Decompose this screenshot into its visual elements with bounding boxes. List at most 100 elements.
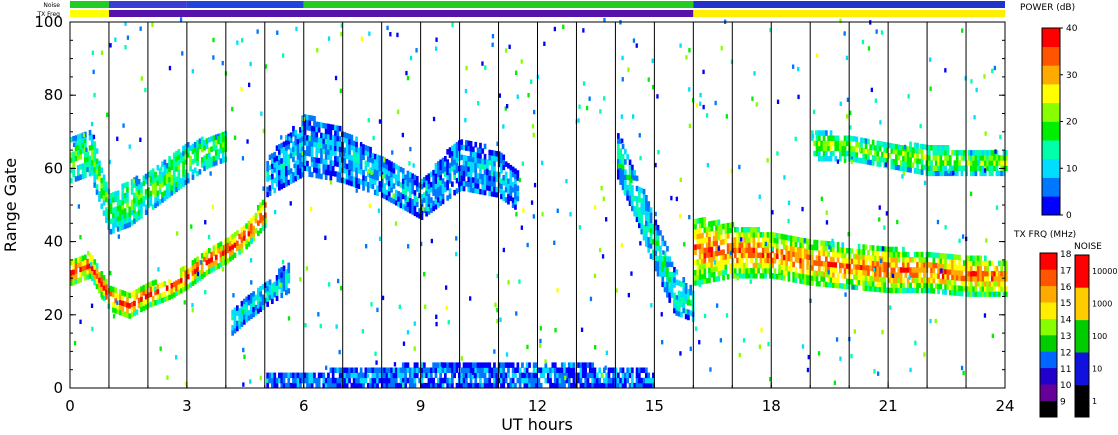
echo-cell: [632, 114, 635, 119]
echo-cell: [268, 190, 272, 196]
echo-cell: [579, 377, 583, 384]
echo-cell: [460, 377, 464, 384]
echo-cell: [972, 270, 975, 277]
echo-cell: [219, 251, 223, 258]
echo-cell: [864, 158, 868, 165]
echo-cell: [666, 271, 669, 278]
echo-cell: [98, 170, 101, 177]
echo-cell: [981, 291, 985, 297]
echo-cell: [617, 174, 620, 180]
echo-cell: [252, 306, 255, 313]
echo-cell: [941, 268, 945, 275]
echo-cell: [142, 290, 146, 296]
echo-cell: [172, 152, 176, 159]
echo-cell: [855, 141, 859, 148]
echo-cell: [850, 248, 854, 254]
echo-cell: [462, 372, 466, 379]
echo-cell: [591, 367, 594, 373]
echo-cell: [102, 285, 106, 291]
echo-cell: [137, 199, 141, 205]
echo-cell: [621, 184, 625, 191]
echo-cell: [694, 249, 697, 255]
echo-cell: [355, 177, 358, 183]
echo-cell: [232, 293, 235, 298]
echo-cell: [154, 279, 157, 285]
echo-cell: [729, 253, 732, 259]
echo-cell: [504, 187, 508, 193]
echo-cell: [993, 155, 996, 161]
echo-cell: [320, 137, 323, 144]
echo-cell: [612, 372, 615, 379]
echo-cell: [462, 155, 466, 161]
echo-cell: [137, 194, 141, 200]
echo-cell: [472, 362, 475, 368]
echo-cell: [109, 208, 113, 214]
echo-cell: [862, 244, 866, 250]
echo-cell: [836, 241, 840, 248]
echo-cell: [892, 246, 896, 253]
echo-cell: [280, 142, 284, 149]
echo-cell: [380, 156, 384, 162]
echo-cell: [965, 165, 968, 171]
echo-cell: [738, 232, 742, 238]
echo-cell: [659, 245, 662, 252]
echo-cell: [525, 377, 529, 384]
echo-cell: [217, 138, 220, 145]
echo-cell: [84, 259, 87, 266]
echo-cell: [726, 274, 730, 280]
echo-cell: [98, 160, 101, 166]
echo-cell: [946, 269, 950, 275]
echo-cell: [371, 367, 375, 373]
echo-cell: [172, 292, 176, 298]
y-tick-label: 40: [44, 233, 63, 251]
echo-cell: [161, 192, 164, 198]
echo-cell: [451, 367, 454, 373]
echo-cell: [257, 303, 260, 309]
echo-cell: [355, 141, 358, 148]
echo-cell: [445, 305, 448, 311]
echo-cell: [172, 281, 176, 288]
echo-cell: [378, 367, 382, 373]
echo-cell: [221, 157, 225, 163]
echo-cell: [327, 382, 330, 389]
echo-cell: [331, 382, 335, 389]
echo-cell: [607, 372, 611, 379]
echo-cell: [654, 245, 658, 251]
echo-cell: [941, 145, 945, 151]
echo-cell: [79, 143, 82, 150]
echo-cell: [895, 262, 898, 268]
echo-cell: [221, 255, 225, 261]
echo-cell: [724, 269, 728, 275]
power-scale-title: POWER (dB): [1020, 3, 1075, 13]
echo-cell: [437, 176, 440, 183]
echo-cell: [558, 372, 562, 379]
echo-cell: [432, 175, 435, 181]
echo-cell: [967, 265, 971, 272]
echo-cell: [736, 273, 739, 279]
echo-cell: [937, 263, 940, 269]
echo-cell: [806, 264, 809, 270]
echo-cell: [112, 212, 115, 219]
echo-cell: [897, 282, 901, 289]
echo-cell: [282, 382, 286, 389]
txfreq-colorbar-segment: [1040, 302, 1057, 319]
echo-cell: [483, 153, 487, 160]
echo-cell: [315, 382, 319, 389]
echo-cell: [493, 181, 496, 187]
echo-cell: [287, 164, 291, 170]
echo-cell: [960, 270, 964, 276]
echo-cell: [628, 164, 632, 171]
echo-cell: [787, 245, 791, 251]
echo-cell: [619, 163, 622, 169]
echo-cell: [984, 276, 987, 282]
echo-cell: [843, 263, 847, 269]
echo-cell: [885, 147, 889, 153]
echo-cell: [532, 214, 535, 219]
echo-cell: [594, 345, 597, 350]
echo-cell: [221, 245, 225, 251]
echo-cell: [280, 372, 284, 379]
echo-cell: [890, 257, 894, 263]
echo-cell: [345, 377, 349, 384]
echo-cell: [387, 180, 391, 187]
echo-cell: [766, 252, 770, 259]
